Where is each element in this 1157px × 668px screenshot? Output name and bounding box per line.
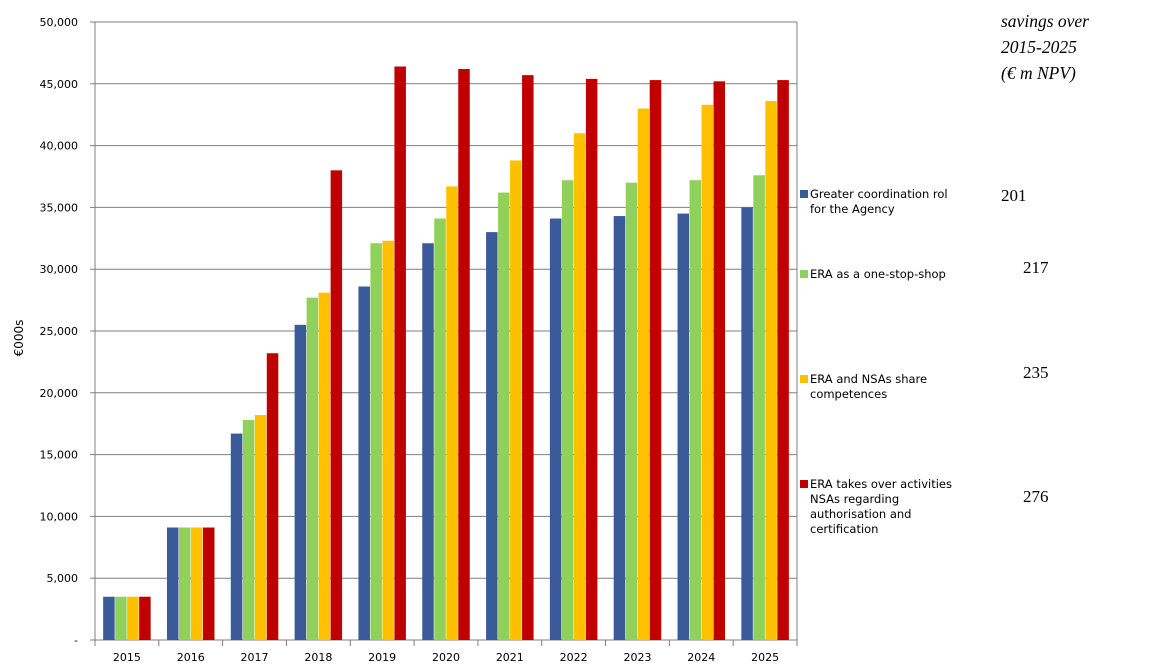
bar-2023-series-2 — [625, 182, 638, 640]
bar-2018-series-4 — [330, 170, 343, 640]
legend-label-line: competences — [810, 387, 888, 401]
y-tick-label: - — [74, 634, 78, 647]
bar-2024-series-4 — [713, 81, 726, 640]
bar-2015-series-4 — [139, 596, 151, 640]
y-tick-label: 10,000 — [40, 510, 79, 523]
bar-2025-series-1 — [741, 207, 753, 640]
bar-2016-series-1 — [166, 527, 179, 640]
legend-swatch-greater-coordination — [800, 190, 808, 198]
bar-2019-series-1 — [358, 286, 370, 640]
legend-item-takes-over-activities: ERA takes over activities NSAs regarding… — [800, 477, 1005, 537]
savings-value-one-stop-shop: 217 — [1023, 258, 1049, 277]
bar-2018-series-2 — [306, 297, 319, 640]
legend-label-line: ERA takes over activities — [810, 477, 952, 491]
bar-2022-series-4 — [585, 78, 598, 640]
bar-2016-series-4 — [202, 527, 215, 640]
bar-2023-series-1 — [613, 216, 626, 640]
bars — [103, 66, 789, 641]
bar-2018-series-1 — [294, 324, 307, 640]
y-axis-label: €000s — [12, 320, 26, 357]
legend-item-greater-coordination: Greater coordination rol for the Agency — [800, 187, 1005, 217]
bar-2020-series-1 — [422, 243, 434, 640]
legend-label-line: for the Agency — [810, 202, 895, 216]
y-tick-label: 20,000 — [40, 387, 79, 400]
bar-2024-series-3 — [701, 104, 714, 640]
bar-2019-series-4 — [394, 66, 406, 641]
y-tick-label: 5,000 — [47, 572, 79, 585]
bar-2017-series-3 — [254, 415, 267, 640]
bar-2018-series-3 — [318, 292, 331, 640]
y-tick-label: 35,000 — [40, 201, 79, 214]
savings-value-share-competences: 235 — [1023, 363, 1049, 382]
bar-2021-series-3 — [510, 160, 522, 640]
bar-2025-series-3 — [765, 101, 777, 640]
y-tick-label: 50,000 — [40, 16, 79, 29]
savings-value-takes-over-activities: 276 — [1023, 487, 1049, 506]
x-tick-label: 2019 — [368, 651, 396, 664]
legend-label-line: authorisation and — [810, 507, 912, 521]
bar-2020-series-4 — [458, 68, 470, 640]
bar-2022-series-1 — [549, 218, 562, 641]
bar-2024-series-1 — [677, 213, 690, 640]
legend-swatch-share-competences — [800, 375, 808, 383]
bar-2022-series-3 — [573, 133, 586, 641]
bar-2023-series-4 — [649, 80, 662, 641]
x-tick-label: 2024 — [687, 651, 715, 664]
bar-2019-series-2 — [370, 243, 382, 640]
legend-swatch-one-stop-shop — [800, 270, 808, 278]
bar-2021-series-1 — [486, 232, 498, 640]
legend-label-line: ERA and NSAs share — [810, 372, 928, 386]
legend-item-one-stop-shop: ERA as a one-stop-shop — [800, 267, 1005, 282]
y-tick-label: 40,000 — [40, 140, 79, 153]
savings-note-line: savings over — [1001, 11, 1089, 31]
bar-chart: - 5,000 10,000 15,000 20,000 25,000 30,000 35,0… — [12, 16, 798, 664]
x-tick-label: 2023 — [623, 651, 651, 664]
bar-2021-series-4 — [522, 75, 534, 640]
savings-value-greater-coordination: 201 — [1001, 186, 1027, 205]
x-tick-label: 2020 — [432, 651, 460, 664]
y-tick-label: 15,000 — [40, 449, 79, 462]
bar-2016-series-3 — [190, 527, 203, 640]
bar-2021-series-2 — [498, 192, 510, 640]
y-tick-label: 45,000 — [40, 78, 79, 91]
savings-note-line: (€ m NPV) — [1001, 63, 1076, 83]
legend-swatch-takes-over-activities — [800, 480, 808, 488]
bar-2017-series-1 — [230, 433, 243, 640]
bar-2025-series-4 — [777, 80, 789, 641]
x-tick-label: 2021 — [496, 651, 524, 664]
savings-note-title: savings over 2015-2025 (€ m NPV) — [1001, 8, 1151, 86]
bar-2016-series-2 — [178, 527, 191, 640]
bar-2019-series-3 — [382, 240, 394, 640]
bar-2025-series-2 — [753, 175, 765, 640]
legend-item-share-competences: ERA and NSAs share competences — [800, 372, 1005, 402]
bar-2015-series-1 — [103, 596, 115, 640]
bar-2023-series-3 — [637, 108, 650, 640]
legend-label-line: Greater coordination rol — [810, 187, 948, 201]
x-tick-label: 2016 — [177, 651, 205, 664]
bar-2015-series-3 — [127, 596, 139, 640]
bar-2024-series-2 — [689, 180, 702, 640]
bar-2020-series-2 — [434, 218, 446, 641]
bar-2020-series-3 — [446, 186, 458, 640]
bar-2017-series-2 — [242, 419, 255, 640]
legend-label-line: certification — [810, 522, 879, 536]
bar-2017-series-4 — [266, 353, 279, 640]
bar-2022-series-2 — [561, 180, 574, 640]
savings-note-line: 2015-2025 — [1001, 37, 1077, 57]
legend-label-line: ERA as a one-stop-shop — [810, 267, 946, 281]
y-tick-label: 25,000 — [40, 325, 79, 338]
axes: - 5,000 10,000 15,000 20,000 25,000 30,000 35,0… — [40, 16, 798, 664]
bar-2015-series-2 — [115, 596, 127, 640]
x-tick-label: 2022 — [560, 651, 588, 664]
y-tick-label: 30,000 — [40, 263, 79, 276]
x-tick-label: 2025 — [751, 651, 779, 664]
legend-label-line: NSAs regarding — [810, 492, 900, 506]
x-tick-label: 2015 — [113, 651, 141, 664]
x-tick-label: 2018 — [304, 651, 332, 664]
x-tick-label: 2017 — [241, 651, 269, 664]
